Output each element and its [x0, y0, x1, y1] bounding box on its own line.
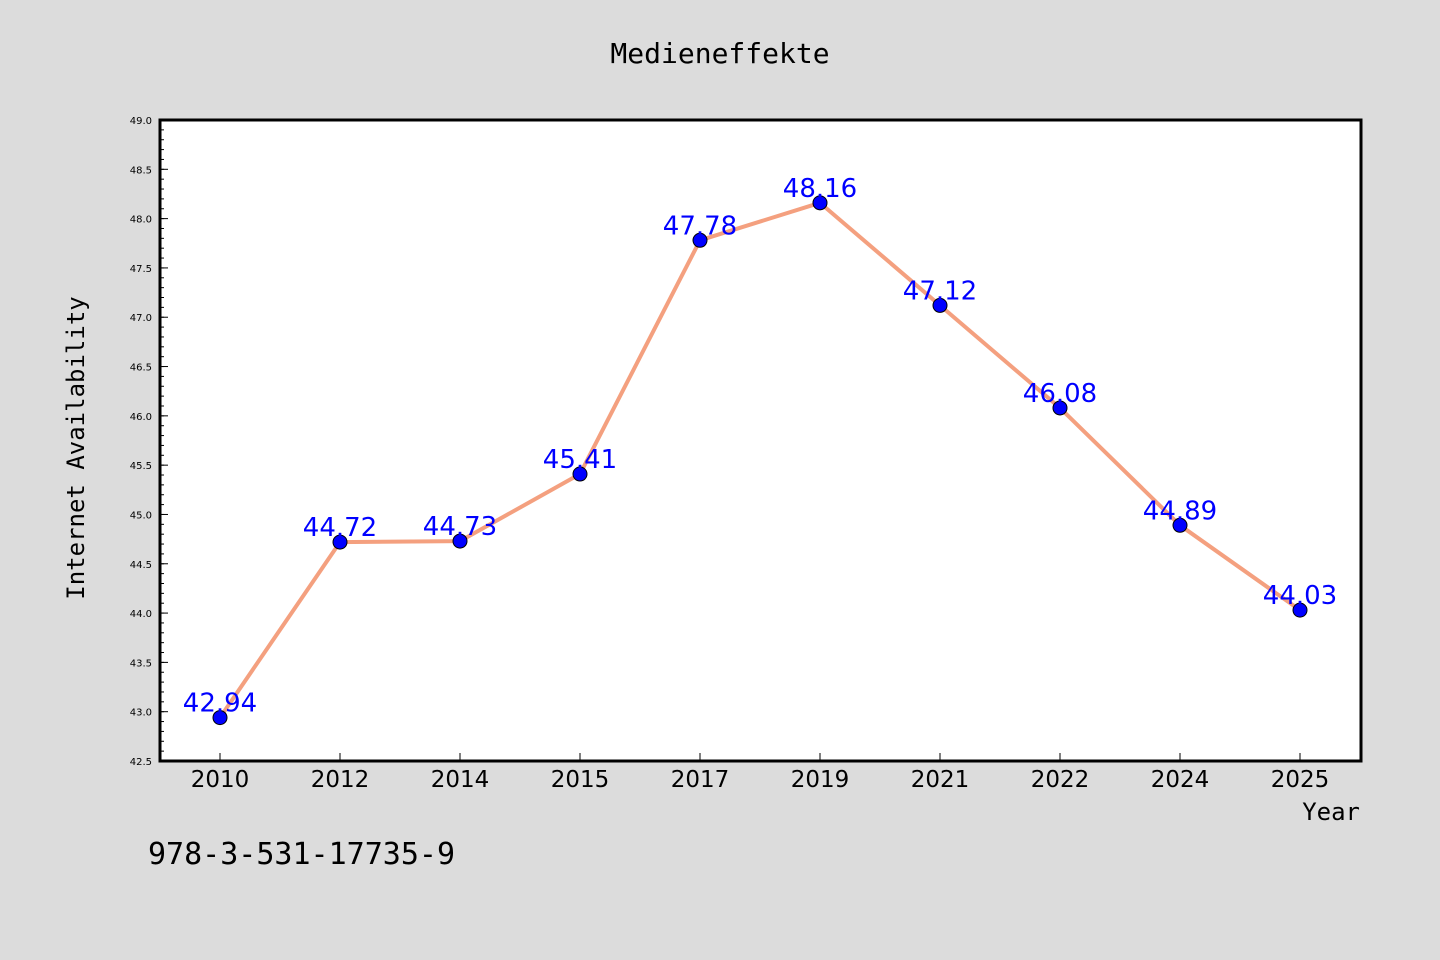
- x-tick-label: 2014: [431, 767, 490, 793]
- series-line: [218, 200, 1302, 719]
- y-tick-label: 45.5: [130, 461, 152, 472]
- y-tick-label: 46.0: [130, 412, 152, 423]
- data-label: 44.73: [423, 512, 497, 542]
- x-axis-label: Year: [1302, 798, 1360, 826]
- data-point: [1292, 602, 1308, 618]
- y-tick-label: 45.0: [130, 510, 152, 521]
- data-point: [452, 533, 468, 549]
- x-tick-label: 2019: [791, 767, 850, 793]
- data-point: [212, 710, 228, 726]
- y-tick-label: 42.5: [130, 757, 152, 768]
- x-tick-label: 2021: [911, 767, 970, 793]
- data-point: [1052, 400, 1068, 416]
- y-tick-label: 49.0: [130, 116, 152, 127]
- data-label: 42.94: [183, 689, 257, 719]
- y-tick-label: 47.5: [130, 264, 152, 275]
- y-tick-label: 44.5: [130, 560, 152, 571]
- plot-frame: [158, 118, 1363, 763]
- y-tick-label: 47.0: [130, 313, 152, 324]
- y-axis-label: Internet Availability: [62, 296, 90, 599]
- data-label: 46.08: [1023, 379, 1097, 409]
- data-point: [572, 466, 588, 482]
- data-point: [692, 232, 708, 248]
- data-label: 44.72: [303, 513, 377, 543]
- y-tick-label: 48.0: [130, 215, 152, 226]
- y-tick-label: 43.0: [130, 708, 152, 719]
- x-tick-label: 2024: [1151, 767, 1210, 793]
- plot-area: [160, 120, 1361, 761]
- data-label: 45.41: [543, 445, 617, 475]
- x-tick-label: 2022: [1031, 767, 1090, 793]
- footer-isbn: 978-3-531-17735-9: [148, 837, 455, 872]
- chart-title: Medieneffekte: [610, 37, 829, 70]
- x-tick-label: 2010: [191, 767, 250, 793]
- data-point: [932, 297, 948, 313]
- y-tick-label: 48.5: [130, 165, 152, 176]
- axis-ticks: 42.5 43.0 43.5 44.0 44.5 45.0 45.5 46.0 46.5 47.0…: [130, 116, 1330, 793]
- y-tick-label: 46.5: [130, 363, 152, 374]
- data-label: 44.89: [1143, 496, 1217, 526]
- x-tick-label: 2025: [1271, 767, 1330, 793]
- data-point: [812, 195, 828, 211]
- x-tick-label: 2015: [551, 767, 610, 793]
- y-tick-label: 43.5: [130, 658, 152, 669]
- series-layer: 42.94 44.72 44.73 45.41 47.78 48.16 47.12 46.08…: [183, 174, 1337, 726]
- data-label: 47.12: [903, 276, 977, 306]
- data-point: [1172, 517, 1188, 533]
- data-label: 44.03: [1263, 581, 1337, 611]
- x-tick-label: 2017: [671, 767, 730, 793]
- data-label: 47.78: [663, 211, 737, 241]
- data-label: 48.16: [783, 174, 857, 204]
- y-tick-label: 44.0: [130, 609, 152, 620]
- x-tick-label: 2012: [311, 767, 370, 793]
- data-point: [332, 534, 348, 550]
